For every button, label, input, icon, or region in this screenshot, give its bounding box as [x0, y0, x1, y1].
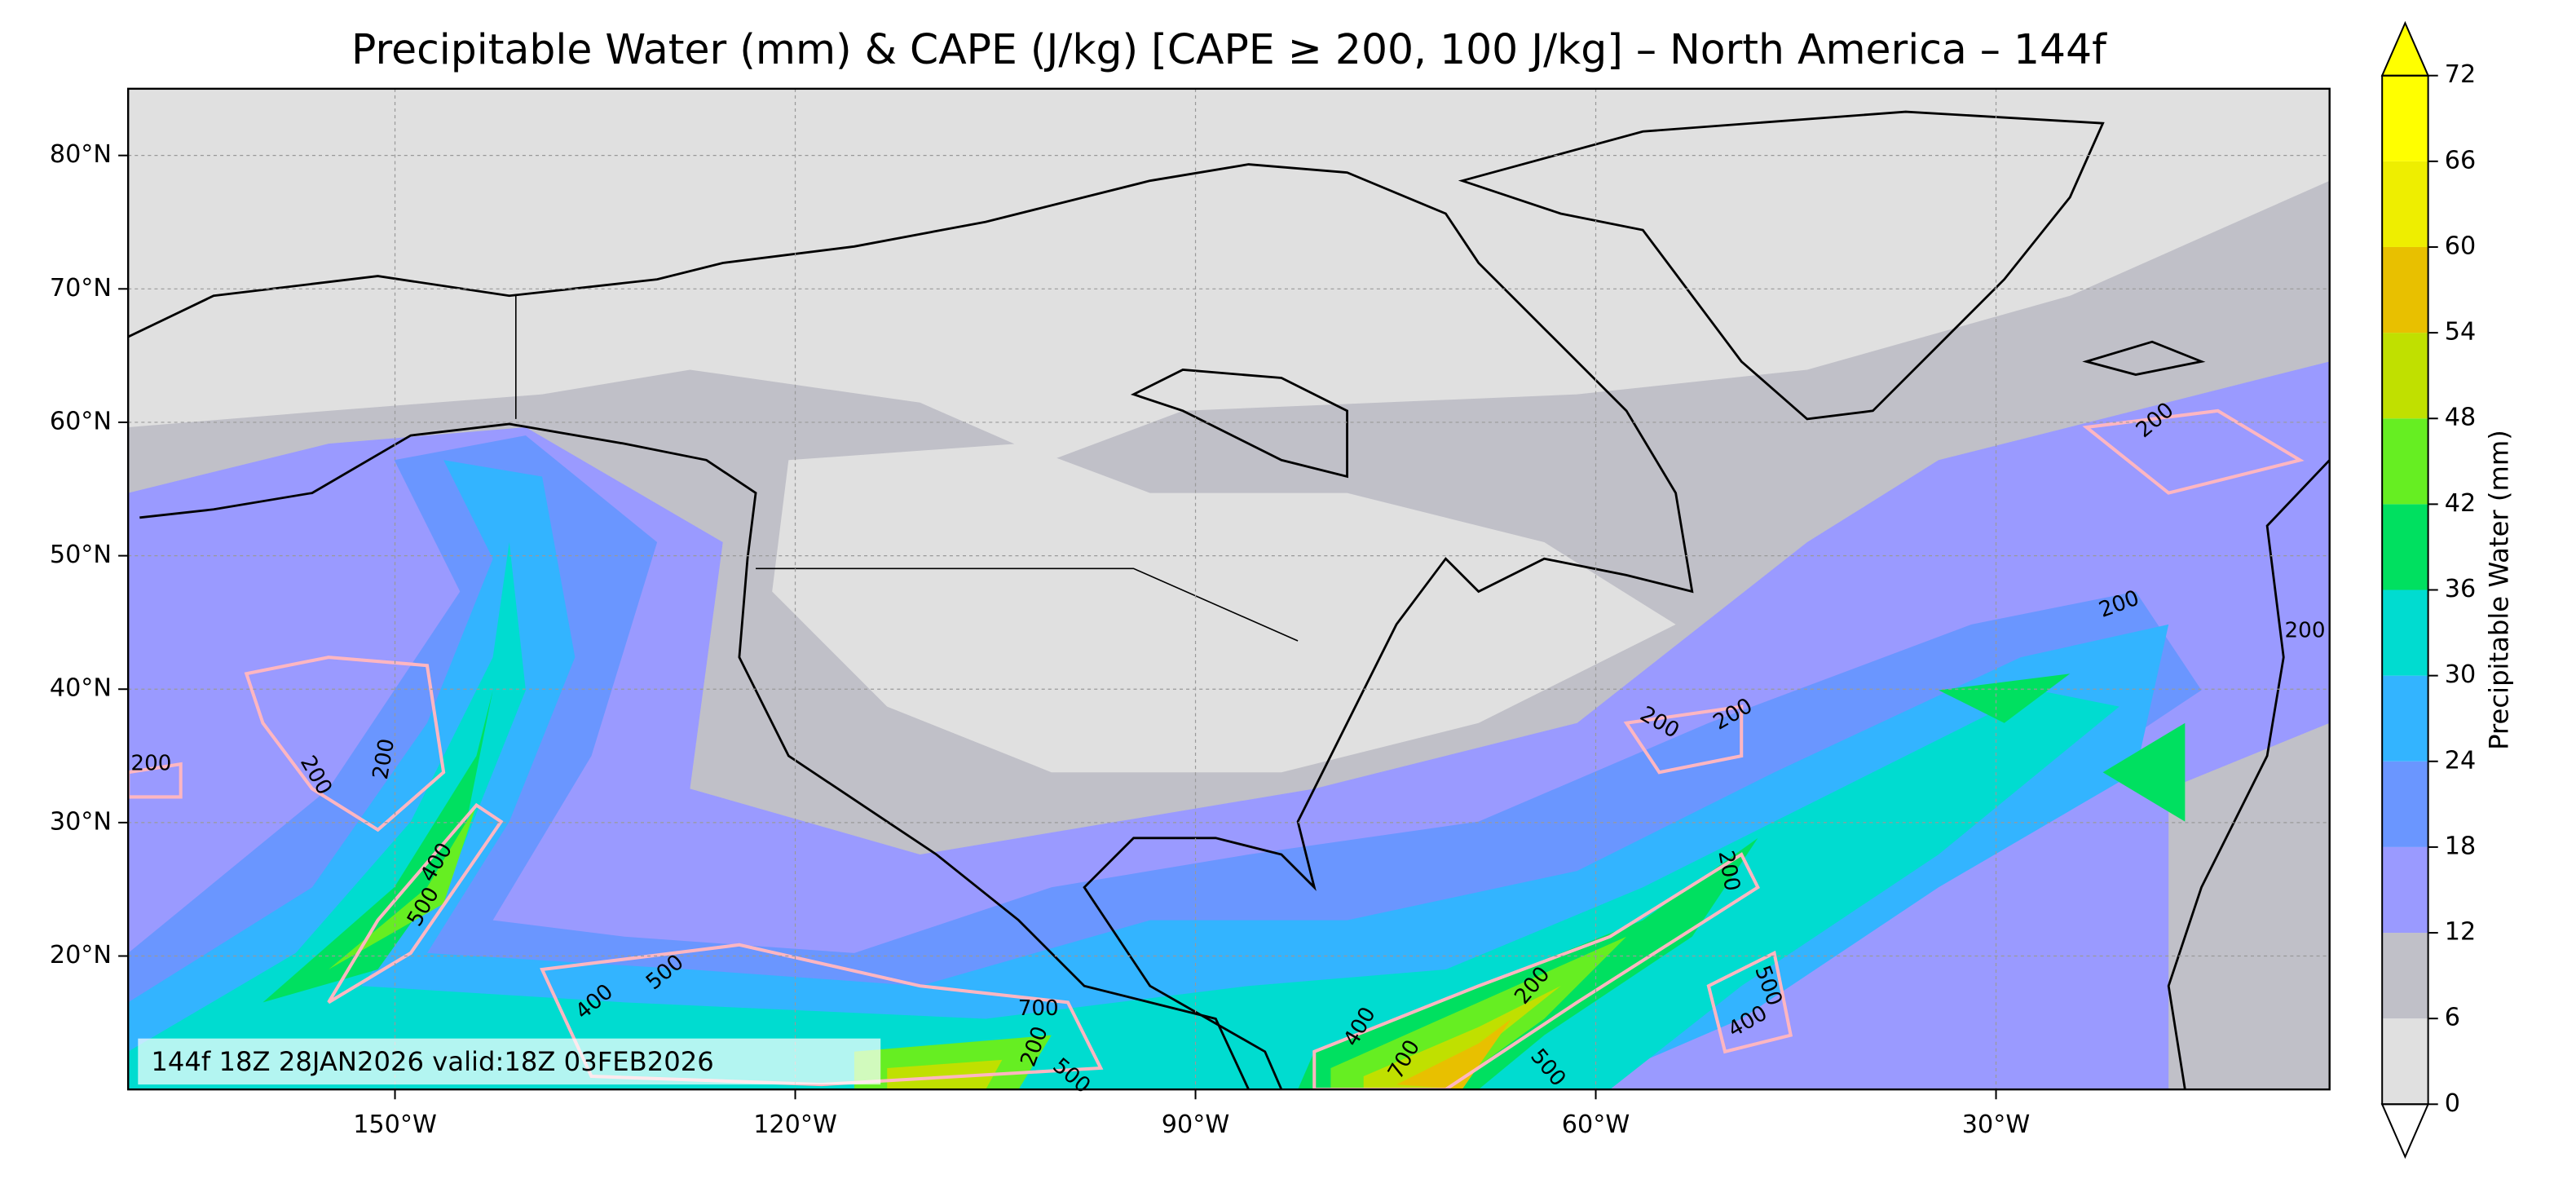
colorbar-segment — [2382, 846, 2428, 934]
colorbar-tick-label: 12 — [2445, 918, 2476, 947]
y-tick-label: 70°N — [50, 274, 112, 302]
colorbar-tick-label: 48 — [2445, 404, 2476, 432]
annotation: 144f 18Z 28JAN2026 valid:18Z 03FEB2026 — [151, 1046, 713, 1077]
colorbar-tick-label: 24 — [2445, 746, 2476, 775]
colorbar-tick-label: 42 — [2445, 489, 2476, 518]
contour-label: 200 — [2284, 618, 2325, 642]
y-tick-label: 80°N — [50, 140, 112, 169]
map-frame — [126, 87, 2331, 1091]
colorbar-segment — [2382, 75, 2428, 161]
colorbar-label: Precipitable Water (mm) — [2483, 430, 2514, 750]
y-tick-label: 50°N — [50, 541, 112, 569]
colorbar-segment — [2382, 590, 2428, 676]
contour-label: 200 — [130, 752, 171, 776]
x-tick-label: 30°W — [1962, 1111, 2030, 1139]
y-tick-label: 40°N — [50, 674, 112, 703]
contour-label: 700 — [1018, 996, 1059, 1021]
x-tick-label: 60°W — [1562, 1111, 1630, 1139]
colorbar-tick-label: 54 — [2445, 318, 2476, 347]
colorbar-segment — [2382, 418, 2428, 505]
colorbar-segment — [2382, 161, 2428, 247]
colorbar-tick-label: 66 — [2445, 146, 2476, 174]
colorbar-tick-label: 6 — [2445, 1004, 2460, 1032]
colorbar-tick-label: 0 — [2445, 1089, 2460, 1118]
x-tick-label: 90°W — [1162, 1111, 1229, 1139]
x-tick-label: 150°W — [353, 1111, 437, 1139]
colorbar-segment — [2382, 761, 2428, 847]
colorbar-tick-label: 18 — [2445, 832, 2476, 860]
y-tick-label: 60°N — [50, 407, 112, 435]
y-tick-label: 20°N — [50, 941, 112, 969]
colorbar-tick-label: 30 — [2445, 660, 2476, 689]
x-tick-label: 120°W — [753, 1111, 837, 1139]
map-title: Precipitable Water (mm) & CAPE (J/kg) [C… — [351, 25, 2107, 73]
colorbar-segment — [2382, 333, 2428, 419]
colorbar-extend-bottom — [2380, 1103, 2430, 1159]
colorbar-segment — [2382, 933, 2428, 1019]
colorbar-segment — [2382, 504, 2428, 590]
colorbar-segment — [2382, 1018, 2428, 1105]
colorbar-tick-label: 60 — [2445, 232, 2476, 260]
colorbar-tick-label: 72 — [2445, 60, 2476, 89]
colorbar-segment — [2382, 675, 2428, 762]
colorbar-tick-label: 36 — [2445, 575, 2476, 603]
map-field — [128, 88, 2330, 1090]
colorbar-segment — [2382, 246, 2428, 333]
annotation-box — [138, 1038, 881, 1085]
colorbar-extend-top — [2380, 20, 2430, 77]
y-tick-label: 30°N — [50, 807, 112, 836]
